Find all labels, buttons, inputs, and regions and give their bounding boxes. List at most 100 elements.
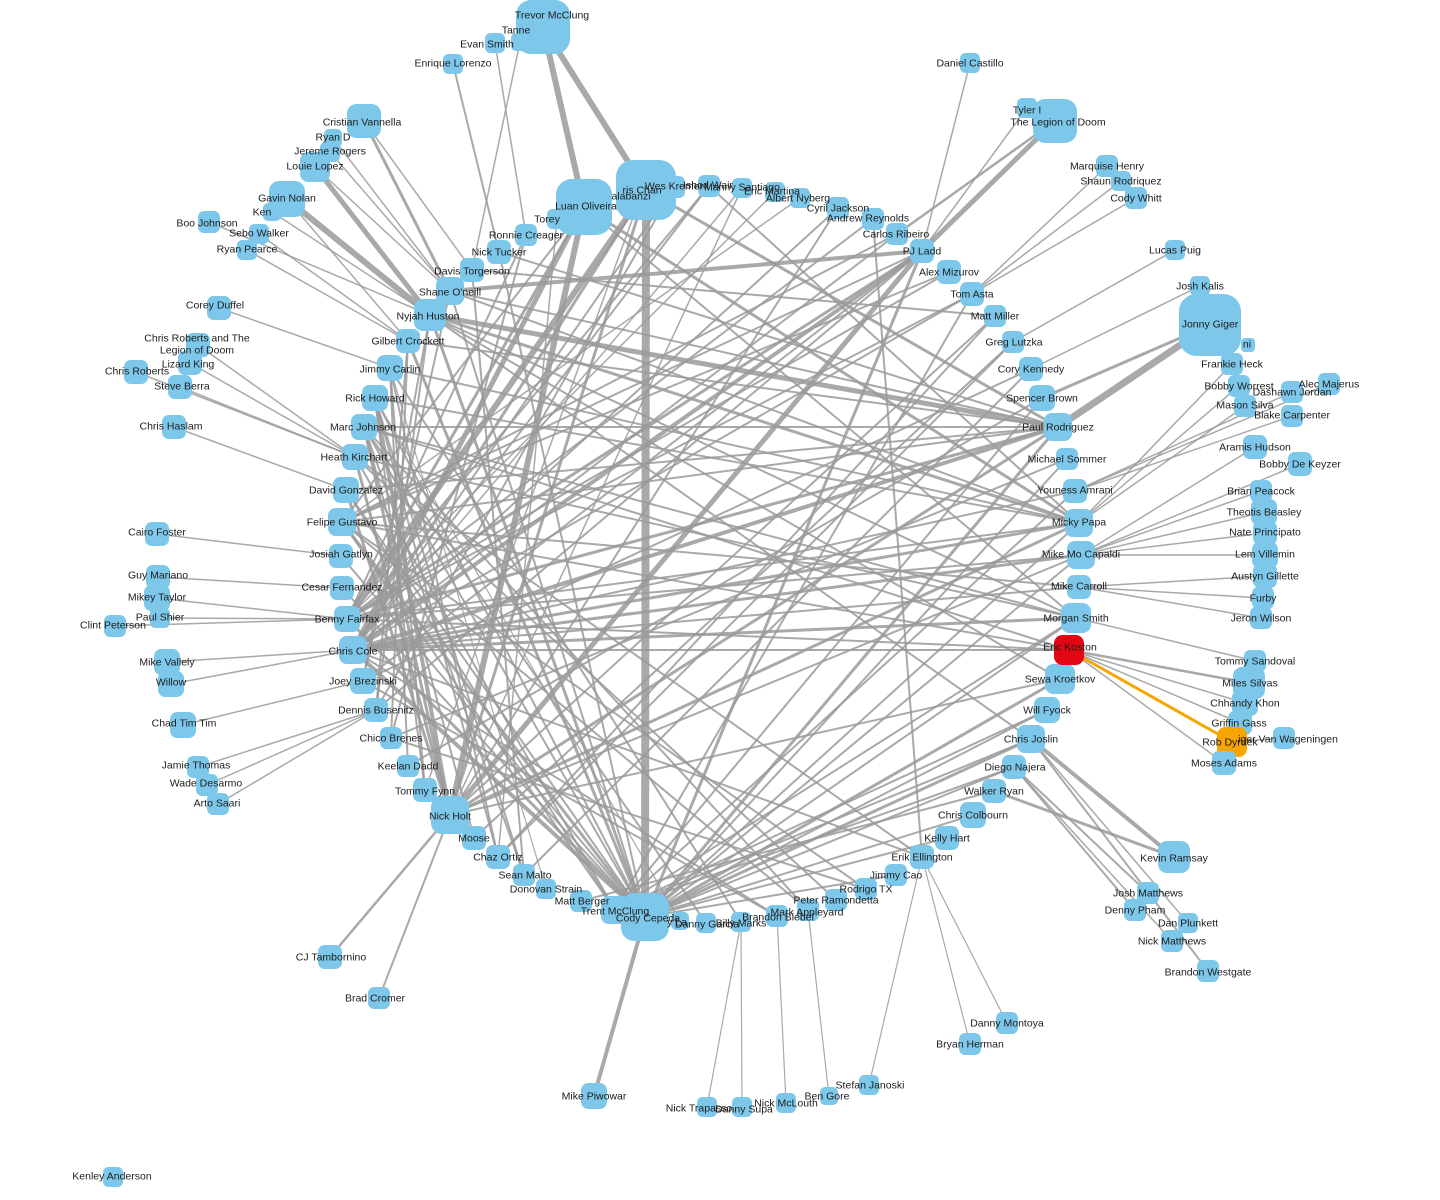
graph-node-jamie-thomas[interactable] [187,756,209,778]
graph-node-diego-najera[interactable] [1002,755,1026,779]
graph-node-alabanzi[interactable] [616,160,676,220]
graph-node-josh-matthews[interactable] [1137,882,1159,904]
graph-node-dennis-busenitz[interactable] [364,698,388,722]
graph-node-dashawn-jordan[interactable] [1281,381,1303,403]
graph-node-ben-gore[interactable] [820,1087,838,1105]
graph-node-rodrigo-tx[interactable] [855,878,877,900]
graph-node-brad-cromer[interactable] [368,987,390,1009]
graph-node-mike-mo-capaldi[interactable] [1067,541,1095,569]
graph-node-pj-ladd[interactable] [910,239,934,263]
graph-node-kelly-hart[interactable] [935,826,959,850]
graph-node-cj-tambornino[interactable] [318,945,342,969]
graph-node-greg-lutzka[interactable] [1002,331,1024,353]
graph-node-wade-desarmo[interactable] [196,774,218,796]
graph-node-morgan-smith[interactable] [1061,603,1091,633]
graph-node-tommy-sandoval[interactable] [1244,650,1266,672]
graph-node-bobby-worrest[interactable] [1228,375,1250,397]
graph-node-evan-smith[interactable] [485,33,505,53]
graph-node-ken[interactable] [263,203,281,221]
graph-node-erik-ellington[interactable] [910,845,934,869]
graph-node-manny-santiago[interactable] [732,178,752,198]
graph-node-gilbert-crockett[interactable] [396,329,420,353]
graph-node-matt-miller[interactable] [984,305,1006,327]
graph-node-cristian-vannella[interactable] [347,104,381,138]
graph-node-danny-garcia[interactable] [696,913,716,933]
graph-node-shaun-rodriquez[interactable] [1111,171,1131,191]
graph-node-albert-nyberg[interactable] [790,188,810,208]
graph-node-marc-johnson[interactable] [351,414,377,440]
graph-node-shane-o-neill[interactable] [436,277,464,305]
graph-node-michael-sommer[interactable] [1056,448,1078,470]
graph-node-chico-brenes[interactable] [380,727,402,749]
graph-node-felipe-gustavo[interactable] [328,508,356,536]
graph-node-chris-roberts[interactable] [124,360,148,384]
graph-node-mark-appleyard[interactable] [797,899,819,921]
graph-node-cody-whitt[interactable] [1125,187,1147,209]
graph-node-chaz-ortiz[interactable] [486,845,510,869]
graph-node-ishod-wair[interactable] [698,175,720,197]
graph-node-corey-duffel[interactable] [207,296,231,320]
graph-node-steve-berra[interactable] [168,375,192,399]
graph-node-dan-plunkett[interactable] [1178,913,1198,933]
graph-node-louie-lopez[interactable] [300,152,330,182]
graph-node-furby[interactable] [1252,587,1274,609]
graph-node-bryan-herman[interactable] [959,1033,981,1055]
graph-node-cyril-jackson[interactable] [827,197,849,219]
graph-node-denny-pham[interactable] [1124,899,1146,921]
graph-node-enrique-lorenzo[interactable] [443,54,463,74]
graph-node-paul-rodriguez[interactable] [1044,413,1072,441]
graph-node-austyn-gillette[interactable] [1253,564,1277,588]
graph-node-tyler-i[interactable] [1017,98,1037,118]
graph-node-josh-kalis[interactable] [1190,276,1210,296]
graph-node-frankie-heck[interactable] [1221,353,1243,375]
graph-node-andrew-reynolds[interactable] [862,208,884,230]
graph-node-sebo-walker[interactable] [249,224,269,244]
graph-node-chris-cole[interactable] [339,636,367,664]
graph-node-matt-berger[interactable] [570,890,592,912]
graph-node-chris-joslin[interactable] [1017,725,1045,753]
graph-node-chris-colbourn[interactable] [960,802,986,828]
graph-node-benny-fairfax[interactable] [334,606,360,632]
graph-node-jimmy-cao[interactable] [885,864,907,886]
graph-node-sean-malto[interactable] [513,864,535,886]
graph-node-spencer-brown[interactable] [1029,385,1055,411]
graph-node-nate-principato[interactable] [1253,521,1277,545]
graph-node-will-fyock[interactable] [1034,697,1060,723]
graph-node-joey-brezinski[interactable] [350,668,376,694]
graph-node-nick-mclouth[interactable] [776,1093,796,1113]
graph-node-david-gonzalez[interactable] [333,477,359,503]
graph-node-nick-trapasso[interactable] [697,1097,717,1117]
graph-node-carlos-ribeiro[interactable] [886,223,908,245]
graph-node-iger-van-wageningen[interactable] [1273,727,1295,749]
graph-node-paul-shier[interactable] [150,608,170,628]
graph-node-josiah-gatlyn[interactable] [329,544,353,568]
graph-node-mike-carroll[interactable] [1067,575,1091,599]
graph-node-jimmy-carlin[interactable] [377,355,403,381]
graph-node-nick-tucker[interactable] [487,240,511,264]
graph-node-torey[interactable] [547,209,567,229]
graph-node-brandon-biebel[interactable] [766,905,788,927]
graph-node-stefan-janoski[interactable] [859,1075,879,1095]
graph-node-peter-ramondetta[interactable] [825,889,847,911]
graph-node-aramis-hudson[interactable] [1243,435,1267,459]
graph-node-alec-majerus[interactable] [1318,373,1340,395]
graph-node-blake-carpenter[interactable] [1281,405,1303,427]
graph-node-sewa-kroetkov[interactable] [1045,664,1075,694]
graph-node-ni[interactable] [1241,338,1255,352]
graph-node-alex-mizurov[interactable] [937,260,961,284]
graph-node-lizard-king[interactable] [178,351,202,375]
graph-node-cody-cepeda[interactable] [621,893,669,941]
graph-node-rick-howard[interactable] [362,385,388,411]
graph-node-danny-montoya[interactable] [996,1012,1018,1034]
graph-node-kenley-anderson[interactable] [103,1167,123,1187]
graph-node-mike-vallely[interactable] [154,649,180,675]
graph-node-jeron-wilson[interactable] [1250,607,1272,629]
graph-node-lucas-puig[interactable] [1165,240,1185,260]
graph-node-mason-silva[interactable] [1234,395,1256,417]
graph-node-theotis-beasley[interactable] [1251,499,1277,525]
graph-node-cesar-fernandez[interactable] [330,576,354,600]
graph-node-keelan-dadd[interactable] [397,755,419,777]
graph-node-lem-villemin[interactable] [1252,542,1278,568]
graph-node-mike-piwowar[interactable] [581,1083,607,1109]
